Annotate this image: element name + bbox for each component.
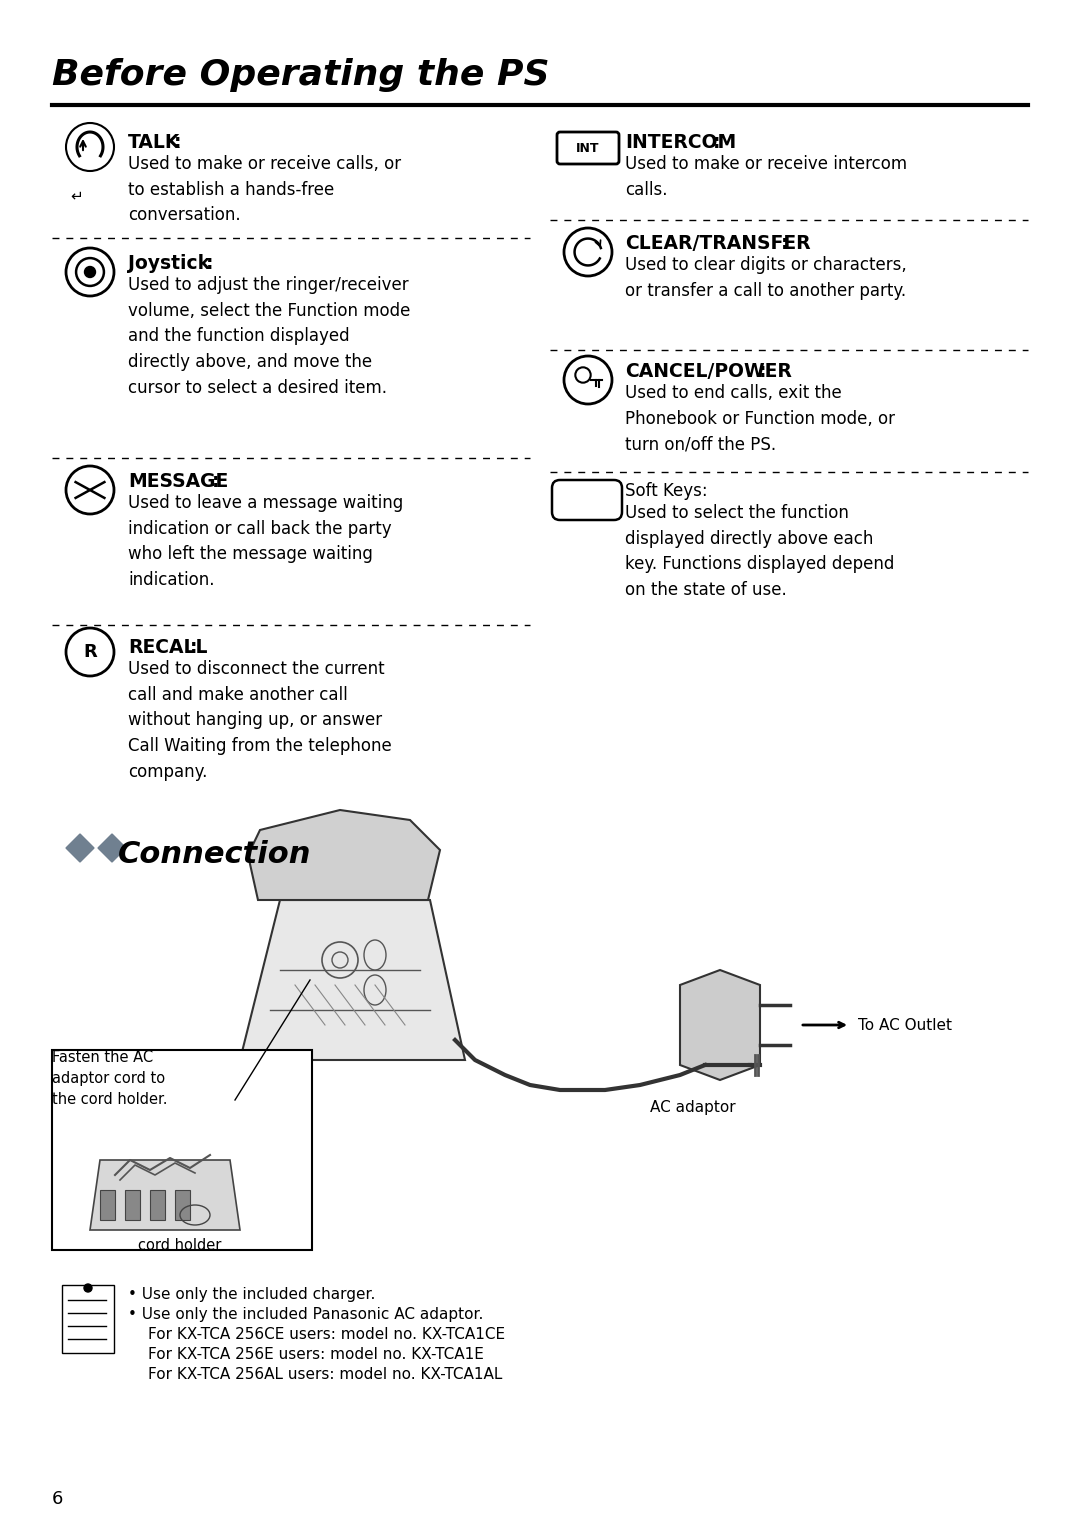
Text: :: : — [212, 472, 219, 491]
Text: For KX-TCA 256E users: model no. KX-TCA1E: For KX-TCA 256E users: model no. KX-TCA1… — [148, 1347, 484, 1362]
Text: RECALL: RECALL — [129, 638, 207, 657]
Text: Used to make or receive calls, or
to establish a hands-free
conversation.: Used to make or receive calls, or to est… — [129, 154, 401, 225]
Text: AC adaptor: AC adaptor — [650, 1099, 735, 1115]
Circle shape — [85, 268, 95, 277]
Text: 6: 6 — [52, 1489, 64, 1508]
Text: Used to clear digits or characters,
or transfer a call to another party.: Used to clear digits or characters, or t… — [625, 255, 907, 300]
Text: Used to end calls, exit the
Phonebook or Function mode, or
turn on/off the PS.: Used to end calls, exit the Phonebook or… — [625, 384, 895, 454]
Text: For KX-TCA 256CE users: model no. KX-TCA1CE: For KX-TCA 256CE users: model no. KX-TCA… — [148, 1327, 505, 1342]
Bar — [175, 1190, 190, 1220]
Polygon shape — [248, 810, 440, 901]
Text: • Use only the included Panasonic AC adaptor.: • Use only the included Panasonic AC ada… — [129, 1307, 484, 1323]
Polygon shape — [90, 1161, 240, 1229]
Text: INTERCOM: INTERCOM — [625, 133, 737, 151]
Polygon shape — [240, 901, 465, 1060]
FancyBboxPatch shape — [62, 1284, 114, 1353]
Text: R: R — [83, 644, 97, 661]
Text: INT: INT — [577, 142, 599, 154]
FancyBboxPatch shape — [52, 1050, 312, 1251]
Text: For KX-TCA 256AL users: model no. KX-TCA1AL: For KX-TCA 256AL users: model no. KX-TCA… — [148, 1367, 502, 1382]
Text: • Use only the included charger.: • Use only the included charger. — [129, 1287, 376, 1303]
Polygon shape — [680, 969, 760, 1079]
Text: Before Operating the PS: Before Operating the PS — [52, 58, 550, 92]
Text: Joystick: Joystick — [129, 254, 211, 274]
Text: Fasten the AC
adaptor cord to
the cord holder.: Fasten the AC adaptor cord to the cord h… — [52, 1050, 167, 1107]
Text: TALK: TALK — [129, 133, 180, 151]
Text: Used to disconnect the current
call and make another call
without hanging up, or: Used to disconnect the current call and … — [129, 661, 392, 781]
Polygon shape — [98, 833, 126, 862]
Text: Used to make or receive intercom
calls.: Used to make or receive intercom calls. — [625, 154, 907, 199]
Bar — [125, 1190, 140, 1220]
Text: cord holder: cord holder — [138, 1238, 221, 1252]
Text: Connection: Connection — [118, 839, 311, 868]
Text: :: : — [174, 133, 181, 151]
Text: :: : — [206, 254, 214, 274]
Text: :: : — [713, 133, 720, 151]
Text: Used to select the function
displayed directly above each
key. Functions display: Used to select the function displayed di… — [625, 505, 894, 599]
Text: CLEAR/TRANSFER: CLEAR/TRANSFER — [625, 234, 811, 252]
Bar — [100, 1190, 114, 1220]
Text: Used to leave a message waiting
indication or call back the party
who left the m: Used to leave a message waiting indicati… — [129, 494, 403, 589]
Bar — [150, 1190, 165, 1220]
Polygon shape — [66, 833, 94, 862]
Text: Used to adjust the ringer/receiver
volume, select the Function mode
and the func: Used to adjust the ringer/receiver volum… — [129, 277, 410, 398]
Text: Soft Keys:: Soft Keys: — [625, 482, 707, 500]
Text: CANCEL/POWER: CANCEL/POWER — [625, 362, 792, 381]
Text: :: : — [190, 638, 198, 657]
Circle shape — [84, 1284, 92, 1292]
Text: MESSAGE: MESSAGE — [129, 472, 228, 491]
Text: :: : — [781, 234, 788, 252]
Text: To AC Outlet: To AC Outlet — [858, 1017, 951, 1032]
Text: ↵: ↵ — [70, 188, 83, 203]
Text: :: : — [759, 362, 767, 381]
